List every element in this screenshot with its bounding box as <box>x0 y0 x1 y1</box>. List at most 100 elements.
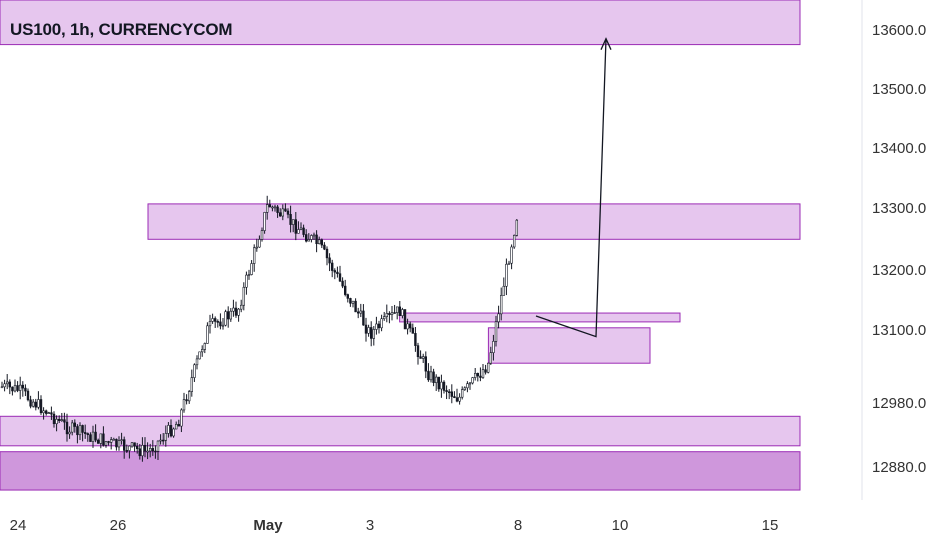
candle-body <box>349 298 352 304</box>
candle-body <box>505 263 508 287</box>
candle-body <box>458 396 461 402</box>
candle-body <box>177 424 180 427</box>
candle-body <box>294 219 297 234</box>
candle-body <box>437 376 440 390</box>
candle-body <box>208 321 212 327</box>
candle-body <box>336 271 339 275</box>
time-tick-label: 15 <box>762 517 779 534</box>
candle-body <box>286 210 290 215</box>
candle-body <box>414 333 417 346</box>
candle-body <box>411 327 414 334</box>
candle-body <box>273 206 277 209</box>
candle-body <box>26 390 30 401</box>
candle-body <box>250 263 253 275</box>
candle-body <box>328 257 331 264</box>
candle-body <box>403 309 407 330</box>
candle-body <box>369 327 373 339</box>
candle-body <box>323 244 326 250</box>
candle-body <box>76 426 79 436</box>
candle-body <box>455 397 459 402</box>
candle-body <box>375 323 378 330</box>
candle-body <box>271 206 274 209</box>
zone-demand-box[interactable] <box>487 327 651 364</box>
candle-body <box>107 441 110 443</box>
candle-body <box>317 239 321 245</box>
candle-body <box>73 422 77 427</box>
candle-body <box>185 399 188 402</box>
zone-bottom-support[interactable] <box>0 451 801 491</box>
candle-body <box>216 321 219 323</box>
candle-body <box>16 385 19 391</box>
candle-body <box>445 390 448 393</box>
candle-body <box>276 206 279 213</box>
candle-body <box>146 450 149 453</box>
candle-body <box>468 382 472 385</box>
zone-upper-resistance[interactable] <box>147 203 801 240</box>
candle-body <box>13 385 17 392</box>
candle-body <box>265 204 269 213</box>
candle-body <box>447 391 451 394</box>
candle-body <box>214 318 217 322</box>
candle-body <box>68 431 71 435</box>
candle-body <box>442 381 446 391</box>
candle-body <box>143 444 147 452</box>
zone-lower-support[interactable] <box>0 415 801 447</box>
candle-body <box>380 318 383 329</box>
candle-body <box>31 401 35 407</box>
candle-body <box>354 300 357 313</box>
candle-body <box>338 273 342 282</box>
candle-body <box>421 356 425 359</box>
candle-body <box>39 399 43 414</box>
candle-body <box>291 219 295 225</box>
candle-body <box>198 351 201 360</box>
candle-body <box>372 329 375 339</box>
candle-body <box>42 410 45 414</box>
candle-body <box>201 349 204 353</box>
candle-body <box>190 377 193 392</box>
candles-layer <box>0 195 519 462</box>
candle-body <box>351 300 355 304</box>
candle-body <box>195 358 199 366</box>
candle-body <box>138 448 141 457</box>
candle-body <box>3 383 6 388</box>
candle-body <box>128 445 131 451</box>
candle-body <box>24 387 27 392</box>
candle-body <box>497 313 500 323</box>
candle-body <box>52 413 56 425</box>
projection-arrow <box>535 37 612 338</box>
candle-body <box>486 362 490 373</box>
candle-body <box>512 235 516 248</box>
candle-body <box>169 425 173 437</box>
time-tick-label: 10 <box>612 517 629 534</box>
candle-body <box>136 446 139 450</box>
candle-body <box>94 431 97 441</box>
candle-body <box>0 386 4 389</box>
candle-body <box>84 432 87 434</box>
price-tick-label: 13400.0 <box>872 140 926 157</box>
candle-body <box>151 448 154 452</box>
candle-body <box>240 304 243 310</box>
candle-body <box>333 270 336 273</box>
candle-body <box>44 410 48 414</box>
zone-top-resistance[interactable] <box>0 0 801 46</box>
candle-body <box>71 422 74 433</box>
candle-body <box>434 376 438 383</box>
candle-body <box>432 371 435 383</box>
candle-body <box>502 285 505 296</box>
candle-body <box>154 450 157 453</box>
candle-body <box>102 433 105 446</box>
candle-body <box>390 312 394 316</box>
candle-body <box>268 204 271 208</box>
candle-body <box>466 383 469 389</box>
candle-body <box>104 441 108 446</box>
candle-body <box>260 230 264 240</box>
candle-body <box>510 246 513 264</box>
chart-title: US100, 1h, CURRENCYCOM <box>10 20 233 39</box>
price-tick-label: 12980.0 <box>872 395 926 412</box>
candle-body <box>60 419 64 421</box>
candle-body <box>395 306 399 313</box>
candle-body <box>86 433 90 435</box>
candle-body <box>221 324 225 327</box>
time-axis: 24 26 May 3 8 10 15 <box>10 517 779 534</box>
